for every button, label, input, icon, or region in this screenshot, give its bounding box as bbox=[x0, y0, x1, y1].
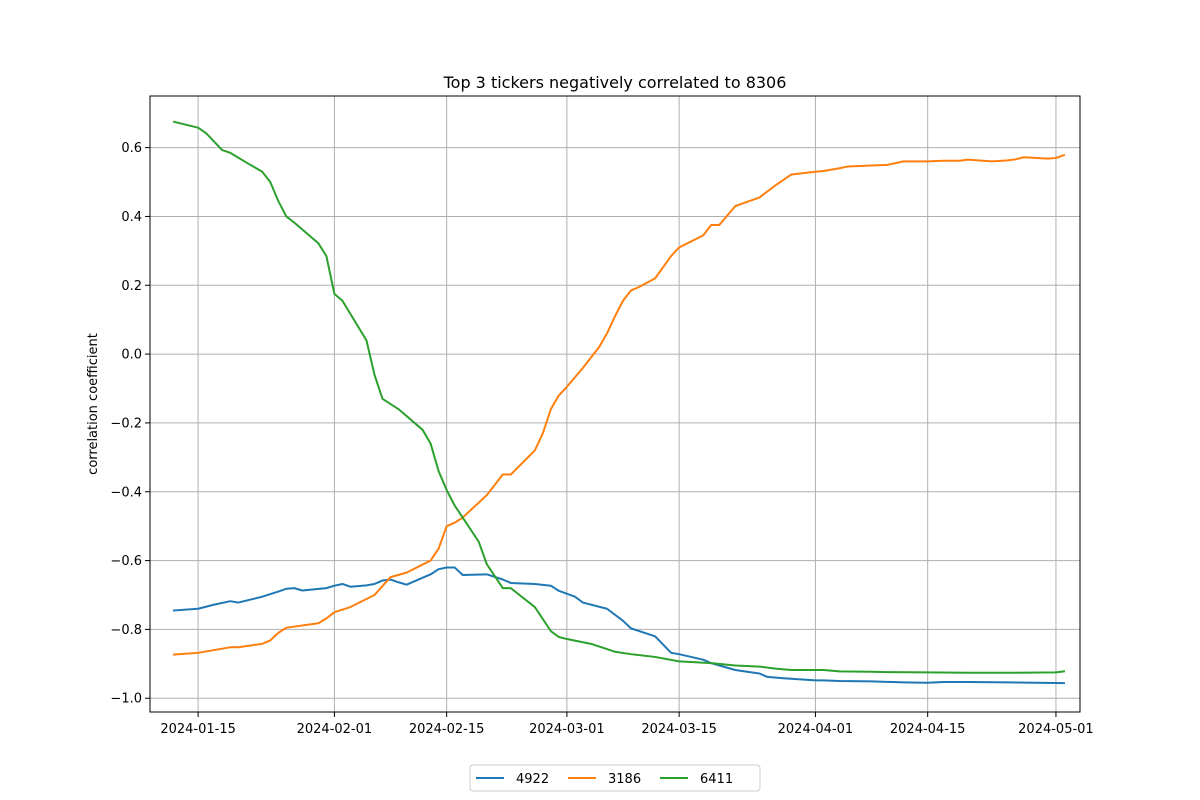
plot-lines bbox=[172, 120, 1066, 685]
x-tick-label: 2024-04-15 bbox=[890, 722, 966, 737]
legend-label-6411: 6411 bbox=[700, 772, 733, 787]
y-axis: −1.0 −0.8 −0.6 −0.4 −0.2 0.0 0.2 0.4 0.6 bbox=[110, 141, 150, 707]
x-tick-label: 2024-05-01 bbox=[1018, 722, 1094, 737]
grid bbox=[150, 96, 1080, 712]
x-tick-label: 2024-03-01 bbox=[529, 722, 605, 737]
y-tick-label: −0.4 bbox=[110, 485, 142, 500]
series-line-4922 bbox=[172, 566, 1065, 685]
plot-frame bbox=[149, 95, 1081, 713]
legend-label-3186: 3186 bbox=[608, 772, 641, 787]
y-tick-label: −0.2 bbox=[110, 416, 142, 431]
legend-box bbox=[469, 764, 761, 792]
x-tick-label: 2024-02-15 bbox=[409, 722, 485, 737]
series-line-6411 bbox=[172, 120, 1066, 674]
x-tick-label: 2024-04-01 bbox=[778, 722, 854, 737]
y-tick-label: 0.2 bbox=[121, 279, 142, 294]
y-tick-label: −1.0 bbox=[110, 692, 142, 707]
y-tick-label: 0.6 bbox=[121, 141, 142, 156]
y-tick-label: −0.6 bbox=[110, 554, 142, 569]
x-tick-label: 2024-01-15 bbox=[160, 722, 236, 737]
legend: 4922 3186 6411 bbox=[469, 764, 761, 792]
y-axis-label: correlation coefficient bbox=[86, 333, 101, 475]
x-tick-label: 2024-02-01 bbox=[297, 722, 373, 737]
series-line-3186 bbox=[172, 153, 1066, 656]
chart-title: Top 3 tickers negatively correlated to 8… bbox=[443, 73, 787, 92]
legend-label-4922: 4922 bbox=[516, 772, 549, 787]
x-tick-label: 2024-03-15 bbox=[641, 722, 717, 737]
y-tick-label: 0.4 bbox=[121, 210, 142, 225]
x-axis: 2024-01-15 2024-02-01 2024-02-15 2024-03-01… bbox=[160, 712, 1094, 737]
y-tick-label: 0.0 bbox=[121, 348, 142, 363]
y-tick-label: −0.8 bbox=[110, 623, 142, 638]
